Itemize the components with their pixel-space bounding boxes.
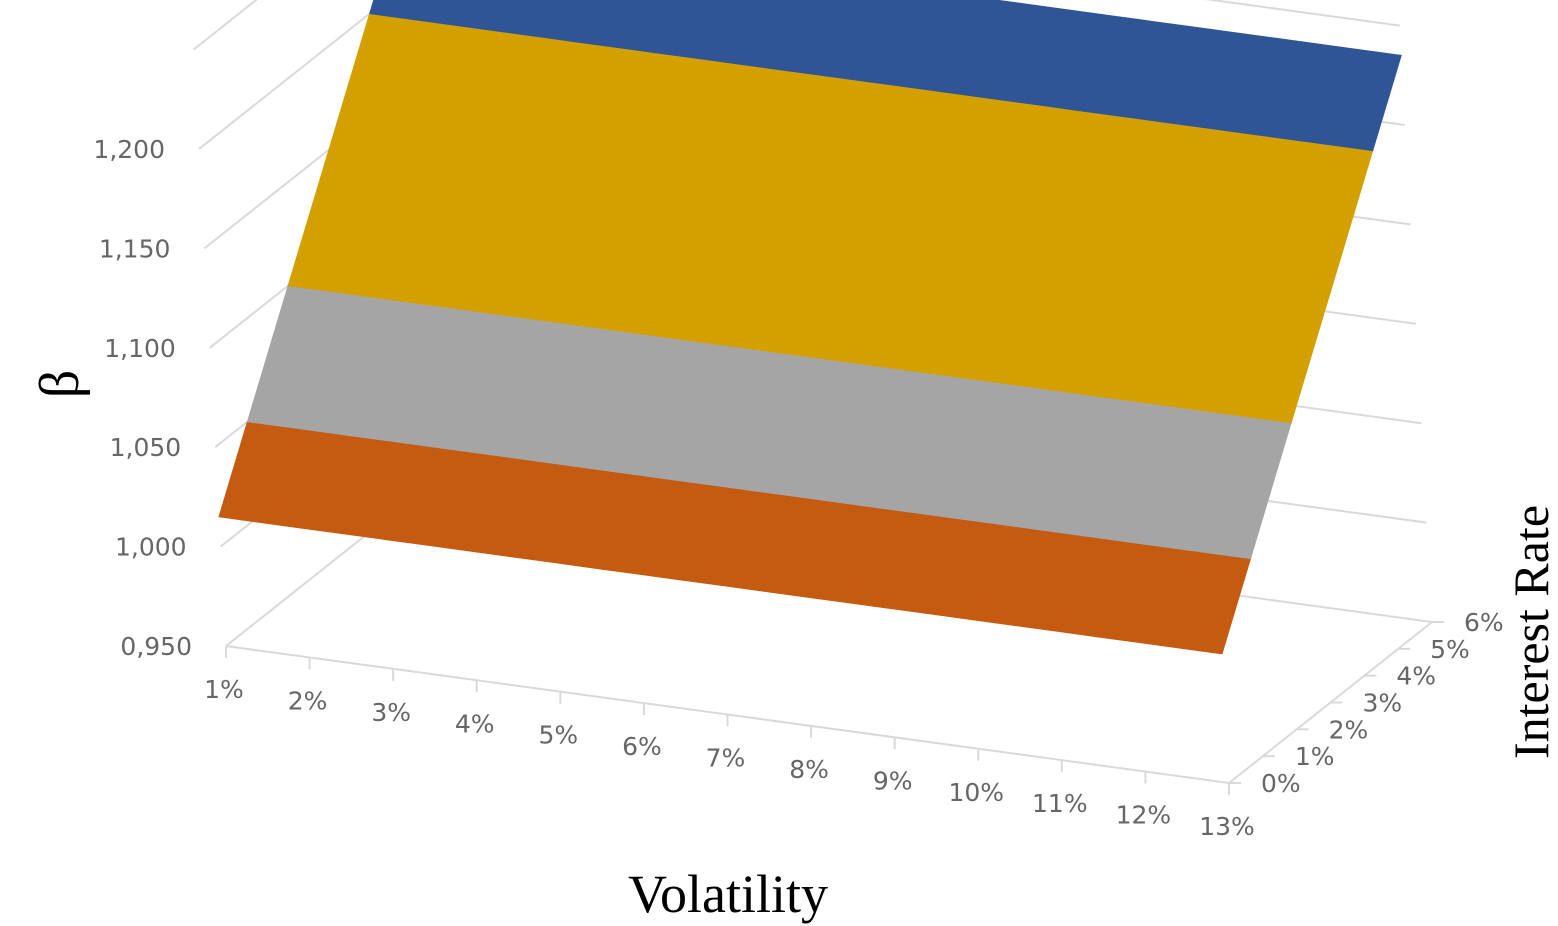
x-tick-labels: 1% 2% 3% 4% 5% 6% 7% 8% 9% 10% 11% 12% 13% [204, 675, 1255, 841]
y-tick-label: 5% [1430, 635, 1470, 664]
y-tick-label: 3% [1363, 689, 1403, 718]
z-tick-label: 0,950 [120, 632, 192, 661]
z-tick-label: 1,100 [104, 334, 176, 363]
x-tick-label: 2% [288, 686, 328, 715]
y-tick-label: 4% [1396, 662, 1436, 691]
x-tick-label: 5% [538, 721, 578, 750]
x-tick-label: 8% [789, 755, 829, 784]
z-tick-label: 1,000 [115, 533, 187, 562]
y-tick-label: 6% [1464, 608, 1504, 637]
x-tick-label: 6% [622, 732, 662, 761]
z-tick-label: 1,200 [93, 135, 165, 164]
y-tick-label: 2% [1329, 715, 1369, 744]
x-tick-label: 3% [371, 698, 411, 727]
y-axis-title: Interest Rate [1503, 505, 1558, 759]
z-tick-label: 1,150 [99, 234, 171, 263]
surface-band [369, 0, 1402, 152]
x-tick-label: 9% [873, 766, 913, 795]
x-tick-label: 11% [1032, 789, 1088, 818]
y-tick-label: 0% [1261, 769, 1301, 798]
z-tick-label: 1,050 [110, 433, 182, 462]
x-tick-label: 12% [1116, 801, 1172, 830]
z-axis-title: β [29, 370, 91, 399]
x-tick-label: 1% [204, 675, 244, 704]
z-tick-labels: 0,950 1,000 1,050 1,100 1,150 1,200 [93, 135, 192, 661]
y-tick-label: 1% [1295, 742, 1335, 771]
x-tick-label: 10% [948, 778, 1004, 807]
y-tick-labels: 0%1%2%3%4%5%6% [1261, 608, 1504, 798]
surface-plot [218, 0, 1402, 655]
x-tick-label: 13% [1199, 812, 1255, 841]
x-tick-label: 4% [455, 709, 495, 738]
x-tick-label: 7% [706, 744, 746, 773]
x-axis-title: Volatility [628, 864, 828, 924]
axes [225, 621, 1444, 795]
